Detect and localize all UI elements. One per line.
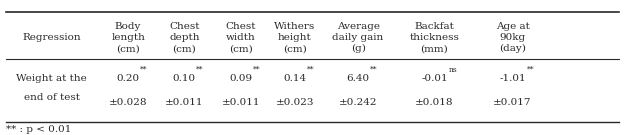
Text: -0.01: -0.01 xyxy=(421,74,447,83)
Text: Regression: Regression xyxy=(22,33,81,42)
Text: **: ** xyxy=(196,65,204,74)
Text: ±0.242: ±0.242 xyxy=(339,98,377,107)
Text: Average
daily gain
(g): Average daily gain (g) xyxy=(332,22,384,53)
Text: ns: ns xyxy=(448,65,457,74)
Text: **: ** xyxy=(253,65,260,74)
Text: ** : p < 0.01: ** : p < 0.01 xyxy=(6,125,72,134)
Text: Body
length
(cm): Body length (cm) xyxy=(111,22,145,53)
Text: ±0.011: ±0.011 xyxy=(165,98,204,107)
Text: 0.10: 0.10 xyxy=(173,74,196,83)
Text: **: ** xyxy=(307,65,314,74)
Text: end of test: end of test xyxy=(24,93,80,102)
Text: 6.40: 6.40 xyxy=(346,74,369,83)
Text: **: ** xyxy=(140,65,148,74)
Text: Chest
depth
(cm): Chest depth (cm) xyxy=(169,22,199,53)
Text: 0.14: 0.14 xyxy=(284,74,307,83)
Text: Age at
90kg
(day): Age at 90kg (day) xyxy=(496,22,529,53)
Text: ±0.017: ±0.017 xyxy=(493,98,532,107)
Text: 0.09: 0.09 xyxy=(229,74,253,83)
Text: ±0.018: ±0.018 xyxy=(415,98,454,107)
Text: Chest
width
(cm): Chest width (cm) xyxy=(226,22,256,53)
Text: -1.01: -1.01 xyxy=(499,74,526,83)
Text: **: ** xyxy=(370,65,378,74)
Text: 0.20: 0.20 xyxy=(116,74,140,83)
Text: ±0.011: ±0.011 xyxy=(221,98,260,107)
Text: ±0.023: ±0.023 xyxy=(276,98,314,107)
Text: Withers
height
(cm): Withers height (cm) xyxy=(274,22,316,53)
Text: ±0.028: ±0.028 xyxy=(109,98,148,107)
Text: Backfat
thickness
(mm): Backfat thickness (mm) xyxy=(409,22,459,53)
Text: Weight at the: Weight at the xyxy=(16,74,88,83)
Text: **: ** xyxy=(526,65,534,74)
